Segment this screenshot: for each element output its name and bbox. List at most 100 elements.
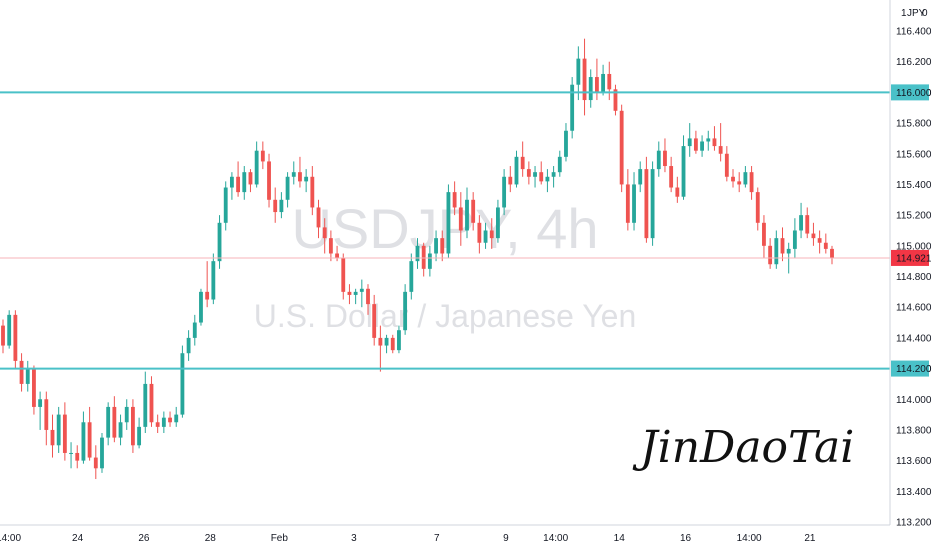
candle bbox=[378, 325, 383, 372]
candle-body bbox=[452, 192, 457, 208]
candle bbox=[205, 261, 210, 308]
candle bbox=[32, 365, 36, 415]
price-tick-label: 115.800 bbox=[896, 119, 932, 130]
candle-body bbox=[38, 399, 43, 407]
candle-body bbox=[792, 230, 797, 249]
candle-body bbox=[805, 215, 810, 234]
candle bbox=[397, 325, 401, 354]
candle bbox=[700, 135, 704, 157]
candle-body bbox=[199, 291, 203, 323]
candle-body bbox=[347, 291, 352, 295]
candle bbox=[446, 184, 451, 259]
candle bbox=[359, 279, 364, 308]
candle bbox=[823, 233, 828, 254]
price-tick-label: 116.200 bbox=[896, 57, 932, 68]
candle-body bbox=[75, 452, 80, 461]
candle-body bbox=[124, 406, 129, 423]
candle bbox=[724, 146, 729, 182]
candle bbox=[632, 172, 636, 231]
candle-body bbox=[137, 426, 142, 446]
candle bbox=[50, 414, 55, 458]
candle-body bbox=[372, 304, 377, 338]
currency-selector[interactable]: 1 JPY 0 bbox=[900, 5, 928, 19]
candle-body bbox=[458, 207, 463, 231]
candle bbox=[223, 181, 228, 231]
candle-body bbox=[774, 238, 779, 265]
candle-body bbox=[143, 383, 148, 427]
level-price-tag-label: 114.200 bbox=[896, 364, 932, 375]
candle-body bbox=[384, 337, 389, 346]
candle-body bbox=[1, 325, 5, 346]
candle bbox=[56, 406, 61, 453]
candle bbox=[669, 156, 674, 193]
candle-body bbox=[217, 222, 222, 262]
currency-badge: 1 bbox=[901, 8, 907, 19]
candle bbox=[545, 169, 550, 193]
price-tick-label: 114.000 bbox=[896, 395, 932, 406]
candle bbox=[131, 399, 135, 453]
candle-body bbox=[533, 172, 537, 177]
candle-body bbox=[594, 77, 599, 93]
time-tick-label: 26 bbox=[138, 533, 150, 544]
candle-body bbox=[100, 437, 104, 469]
candle-body bbox=[644, 169, 649, 239]
candle-body bbox=[112, 406, 117, 438]
candle-body bbox=[440, 238, 445, 254]
candle-body bbox=[192, 322, 197, 338]
candle bbox=[341, 253, 346, 300]
candle bbox=[75, 445, 80, 469]
candle bbox=[390, 334, 395, 354]
candle-body bbox=[390, 337, 395, 351]
candle bbox=[471, 192, 476, 231]
candle bbox=[799, 202, 803, 239]
candle bbox=[211, 253, 216, 305]
candle bbox=[613, 84, 618, 116]
candle bbox=[7, 310, 12, 349]
candle-body bbox=[304, 176, 309, 182]
time-tick-label: 14:00 bbox=[0, 533, 21, 544]
candle-body bbox=[421, 245, 426, 269]
candle bbox=[409, 253, 414, 300]
candle-body bbox=[168, 417, 172, 423]
candle bbox=[731, 169, 735, 188]
candle bbox=[619, 104, 624, 193]
time-tick-label: 14:00 bbox=[543, 533, 568, 544]
currency-label: JPY bbox=[907, 8, 926, 19]
candle bbox=[100, 433, 104, 473]
candle-body bbox=[471, 199, 476, 223]
candle-body bbox=[731, 176, 735, 182]
symbol-watermark: USDJPY, 4h U.S. Dollar / Japanese Yen bbox=[254, 197, 636, 334]
candle-body bbox=[755, 192, 760, 223]
candle bbox=[663, 138, 667, 173]
candle bbox=[13, 310, 18, 369]
level-price-tag-label: 116.000 bbox=[896, 88, 932, 99]
candle-body bbox=[341, 258, 346, 292]
candle bbox=[155, 414, 160, 434]
candle bbox=[805, 207, 810, 239]
candle-body bbox=[328, 238, 333, 254]
candle-body bbox=[87, 422, 92, 458]
time-tick-label: 14:00 bbox=[737, 533, 762, 544]
candle-body bbox=[106, 406, 111, 438]
candle bbox=[347, 284, 352, 305]
candle bbox=[762, 215, 766, 259]
candle-body bbox=[229, 176, 234, 188]
price-tick-label: 115.000 bbox=[896, 241, 932, 252]
candle bbox=[588, 69, 593, 108]
candle bbox=[638, 161, 643, 193]
candle-body bbox=[13, 314, 18, 361]
candle bbox=[19, 353, 24, 392]
candle-body bbox=[69, 452, 73, 454]
candle bbox=[687, 123, 692, 157]
candle bbox=[434, 230, 438, 262]
candle-body bbox=[366, 288, 370, 305]
price-tick-label: 113.400 bbox=[896, 487, 932, 498]
price-tags: 116.000 114.200 114.921 bbox=[891, 84, 932, 377]
candle-body bbox=[496, 207, 500, 239]
candle bbox=[62, 402, 67, 461]
candle bbox=[718, 123, 723, 162]
candle bbox=[137, 417, 142, 449]
watermark-name: U.S. Dollar / Japanese Yen bbox=[254, 298, 636, 334]
candle-body bbox=[712, 138, 717, 147]
